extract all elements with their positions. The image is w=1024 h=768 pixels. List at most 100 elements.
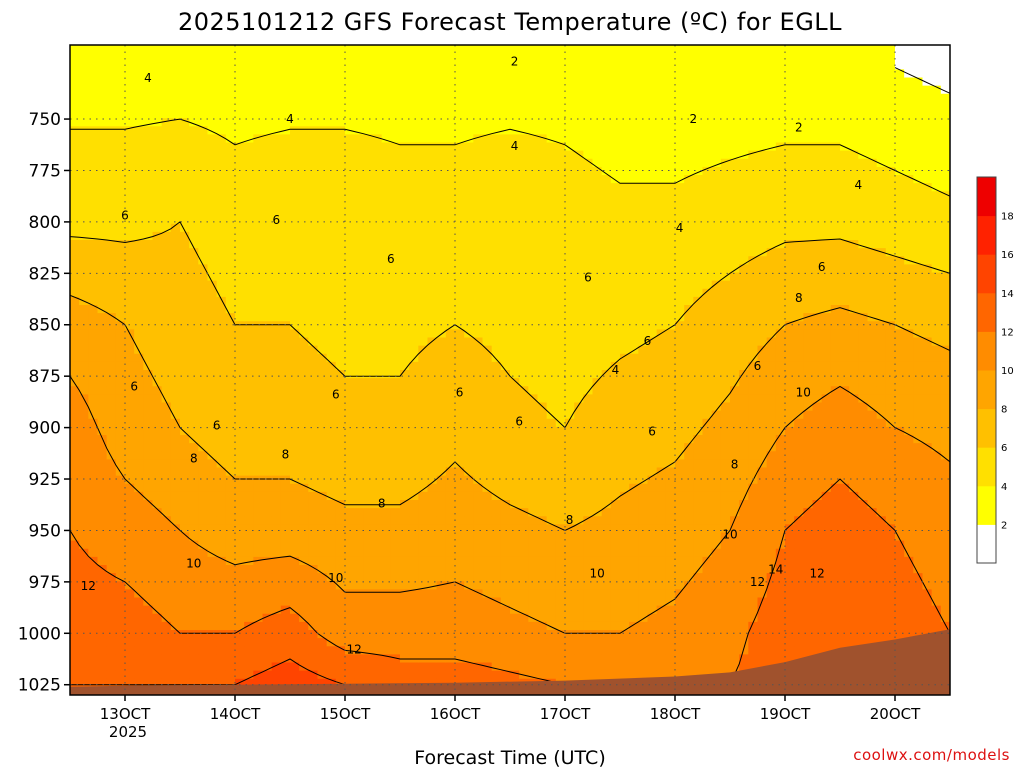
heat-cell — [235, 337, 245, 347]
heat-cell — [207, 638, 218, 647]
heat-cell — [235, 183, 245, 192]
heat-cell — [500, 353, 511, 363]
heat-cell — [134, 467, 144, 477]
heat-cell — [290, 199, 300, 209]
heat-cell — [79, 573, 89, 582]
heat-cell — [189, 483, 199, 493]
heat-cell — [409, 532, 419, 542]
heat-cell — [235, 589, 245, 599]
heat-cell — [225, 565, 236, 574]
heat-cell — [528, 621, 539, 631]
heat-cell — [354, 240, 364, 249]
heat-cell — [546, 77, 557, 87]
heat-cell — [390, 231, 401, 241]
heat-cell — [574, 443, 584, 452]
heat-cell — [271, 223, 282, 233]
heat-cell — [592, 256, 603, 265]
heat-cell — [354, 638, 364, 647]
heat-cell — [345, 532, 355, 542]
heat-cell — [390, 223, 401, 233]
heat-cell — [445, 605, 456, 615]
heat-cell — [482, 418, 493, 428]
heat-cell — [79, 126, 89, 135]
heat-cell — [455, 134, 465, 144]
heat-cell — [500, 77, 511, 87]
heat-cell — [280, 654, 291, 664]
heat-cell — [225, 191, 236, 200]
heat-cell — [70, 61, 80, 70]
heat-cell — [70, 556, 80, 566]
heat-cell — [280, 110, 291, 119]
heat-cell — [629, 508, 639, 517]
heat-cell — [70, 638, 80, 647]
heat-cell — [143, 483, 154, 493]
heat-cell — [115, 142, 126, 152]
heat-cell — [482, 605, 493, 615]
heat-cell — [390, 305, 401, 314]
heat-cell — [510, 597, 520, 607]
heat-cell — [464, 467, 474, 477]
heat-cell — [170, 126, 181, 135]
heat-cell — [555, 77, 566, 87]
heat-cell — [88, 500, 99, 509]
heat-cell — [97, 118, 108, 127]
heat-cell — [482, 240, 493, 249]
heat-cell — [88, 150, 99, 160]
heat-cell — [170, 353, 181, 363]
heat-cell — [207, 516, 218, 525]
heat-cell — [125, 459, 135, 469]
heat-cell — [88, 621, 99, 631]
heat-cell — [363, 248, 374, 257]
heat-cell — [436, 597, 447, 607]
heat-cell — [180, 378, 190, 387]
heat-cell — [235, 345, 245, 355]
heat-cell — [345, 524, 355, 534]
heat-cell — [574, 426, 584, 436]
heat-cell — [372, 231, 383, 241]
heat-cell — [299, 613, 309, 623]
heat-cell — [170, 207, 181, 217]
heat-cell — [418, 662, 429, 672]
heat-cell — [70, 654, 80, 664]
heat-cell — [418, 532, 429, 542]
heat-cell — [326, 443, 337, 452]
heat-cell — [106, 565, 117, 574]
heat-cell — [345, 110, 355, 119]
heat-cell — [638, 305, 649, 314]
heat-cell — [134, 491, 144, 501]
heat-cell — [88, 337, 99, 347]
heat-cell — [271, 443, 282, 452]
heat-cell — [381, 556, 392, 566]
heat-cell — [464, 175, 474, 184]
heat-cell — [491, 581, 502, 590]
heat-cell — [427, 183, 438, 192]
heat-cell — [134, 451, 144, 460]
heat-cell — [225, 475, 236, 485]
heat-cell — [161, 394, 172, 404]
heat-cell — [70, 215, 80, 225]
heat-cell — [436, 175, 447, 184]
heat-cell — [326, 361, 337, 371]
heat-cell — [70, 361, 80, 371]
heat-cell — [390, 321, 401, 330]
heat-cell — [225, 215, 236, 225]
heat-cell — [491, 166, 502, 176]
heat-cell — [253, 394, 264, 404]
heat-cell — [583, 353, 594, 363]
heat-cell — [299, 215, 309, 225]
heat-cell — [79, 418, 89, 428]
heat-cell — [409, 288, 419, 298]
heat-cell — [70, 134, 80, 144]
heat-cell — [326, 288, 337, 298]
heat-cell — [180, 126, 190, 135]
heat-cell — [299, 45, 309, 54]
heat-cell — [610, 166, 621, 176]
heat-cell — [161, 134, 172, 144]
heat-cell — [528, 345, 539, 355]
heat-cell — [143, 134, 154, 144]
heat-cell — [271, 280, 282, 290]
heat-cell — [620, 353, 630, 363]
heat-cell — [546, 483, 557, 493]
heat-cell — [445, 638, 456, 647]
heat-cell — [271, 207, 282, 217]
